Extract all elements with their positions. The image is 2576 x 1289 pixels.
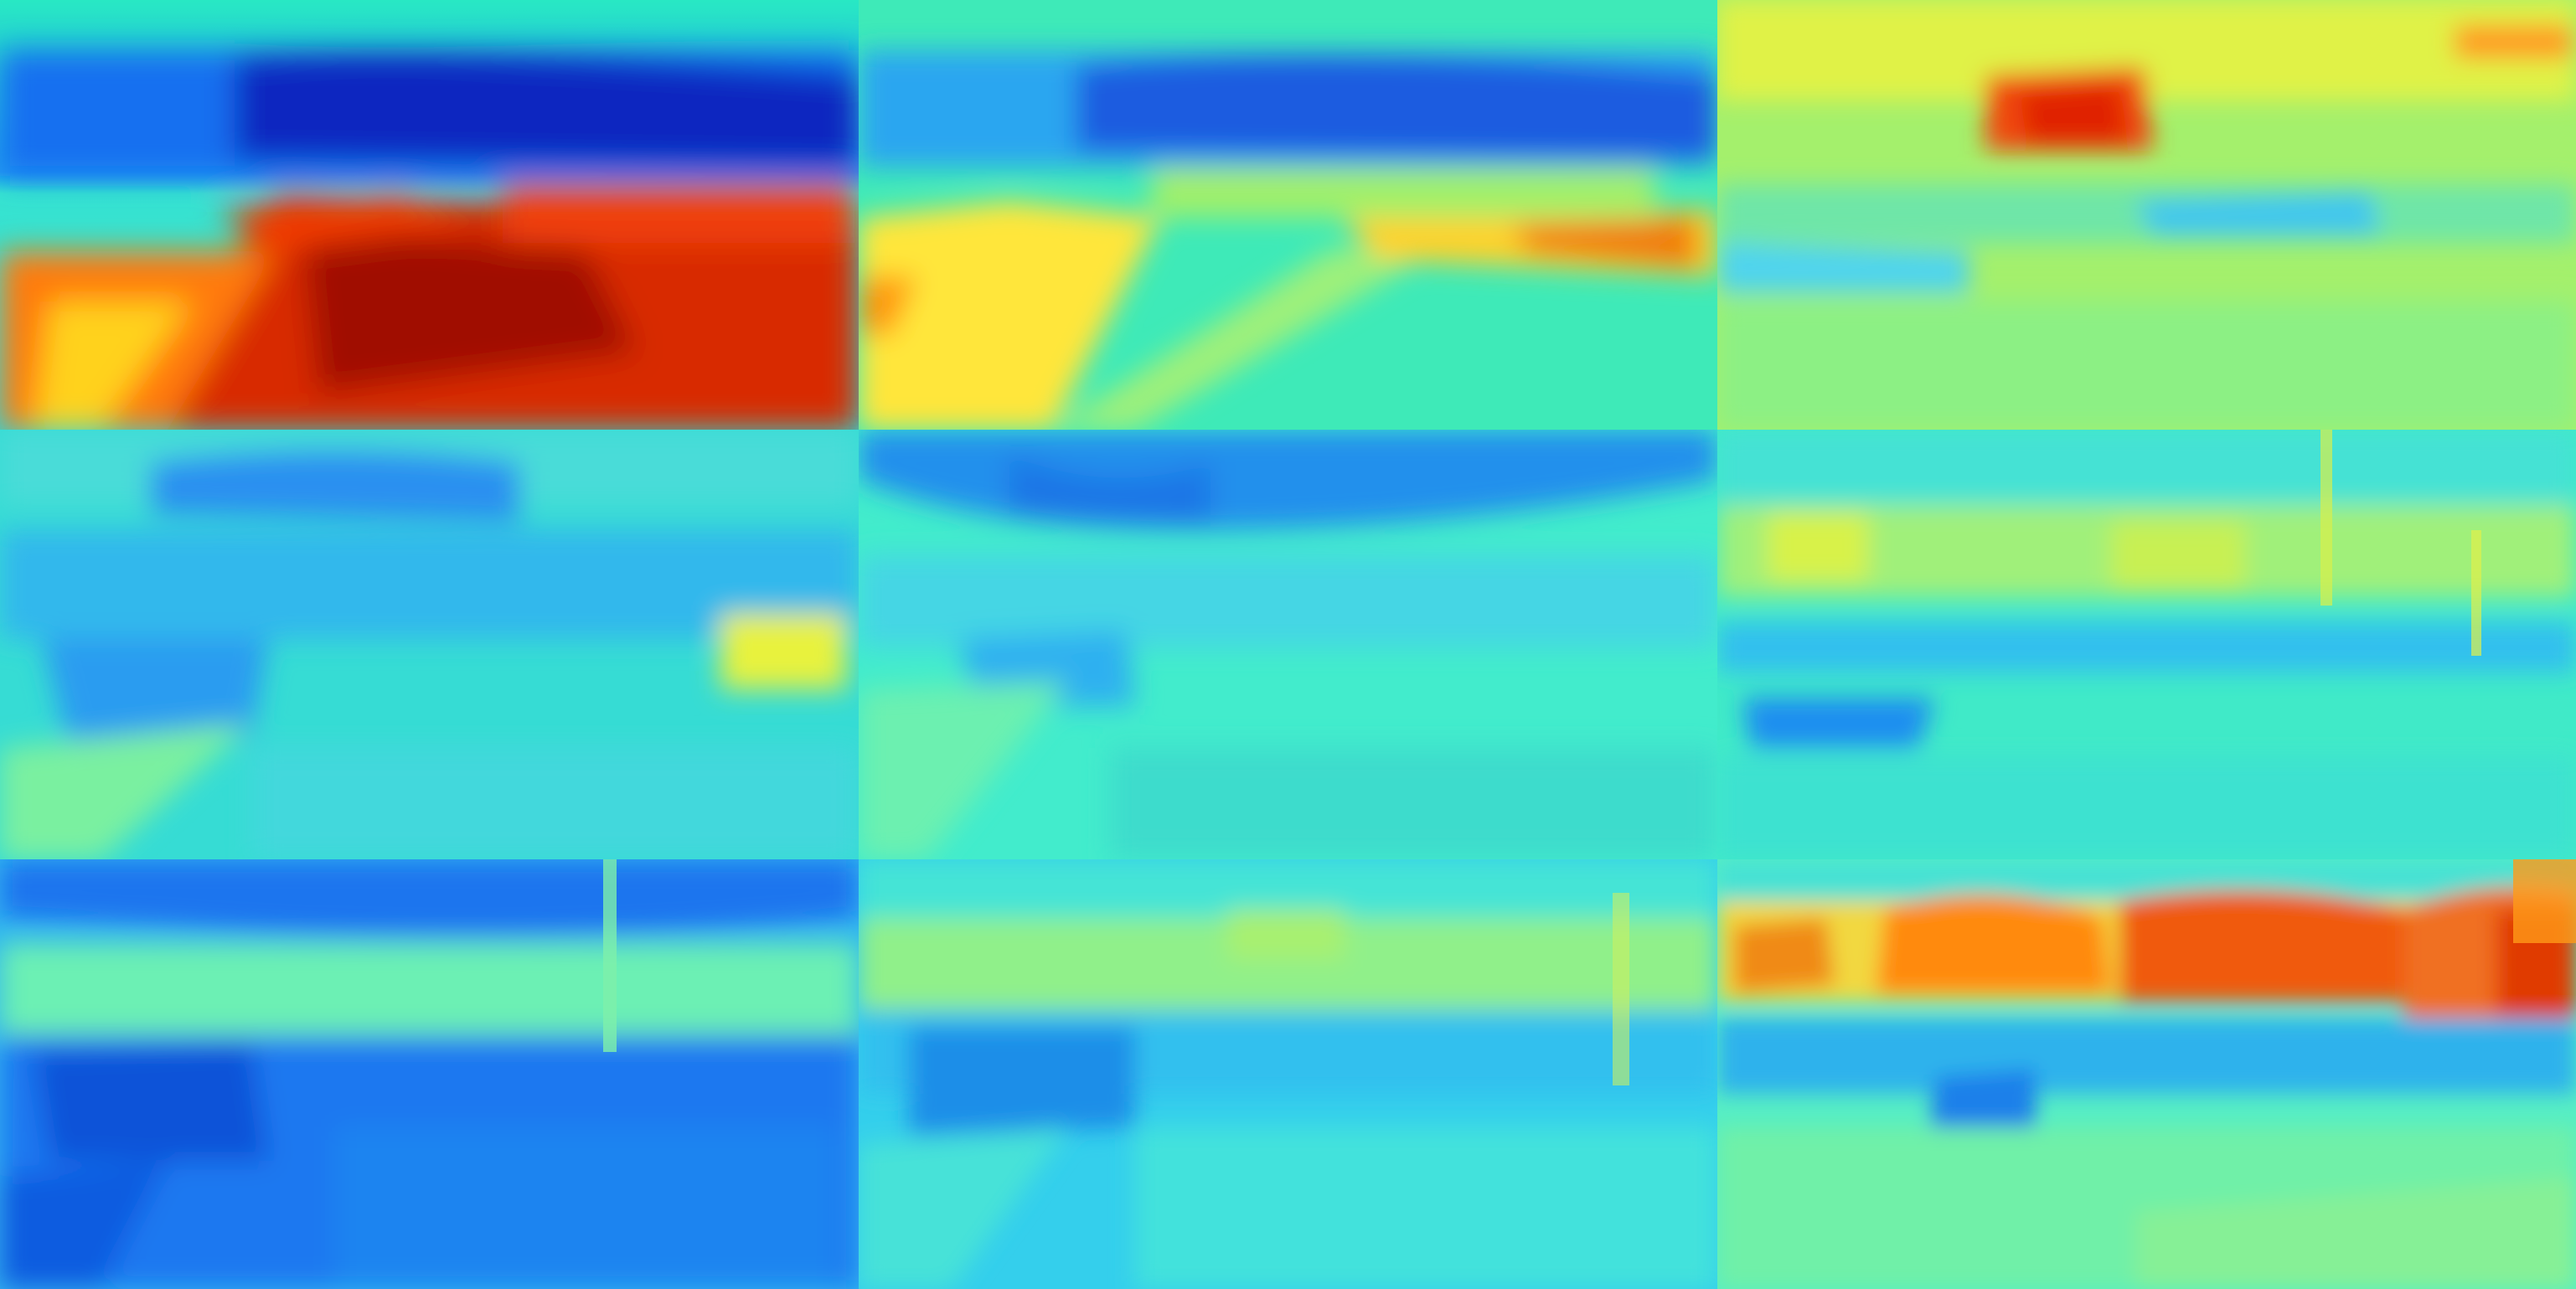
heatmap-panel-r2c2 xyxy=(859,430,1717,859)
heatmap-panel-r3c3 xyxy=(1717,859,2576,1289)
heatmap-panel-r1c2 xyxy=(859,0,1717,430)
heatmap-panel-r1c3 xyxy=(1717,0,2576,430)
heatmap-panel-r1c1 xyxy=(0,0,859,430)
heatmap-panel-r2c3 xyxy=(1717,430,2576,859)
heatmap-panel-r3c2 xyxy=(859,859,1717,1289)
heatmap-panel-r2c1 xyxy=(0,430,859,859)
heatmap-panel-r3c1 xyxy=(0,859,859,1289)
